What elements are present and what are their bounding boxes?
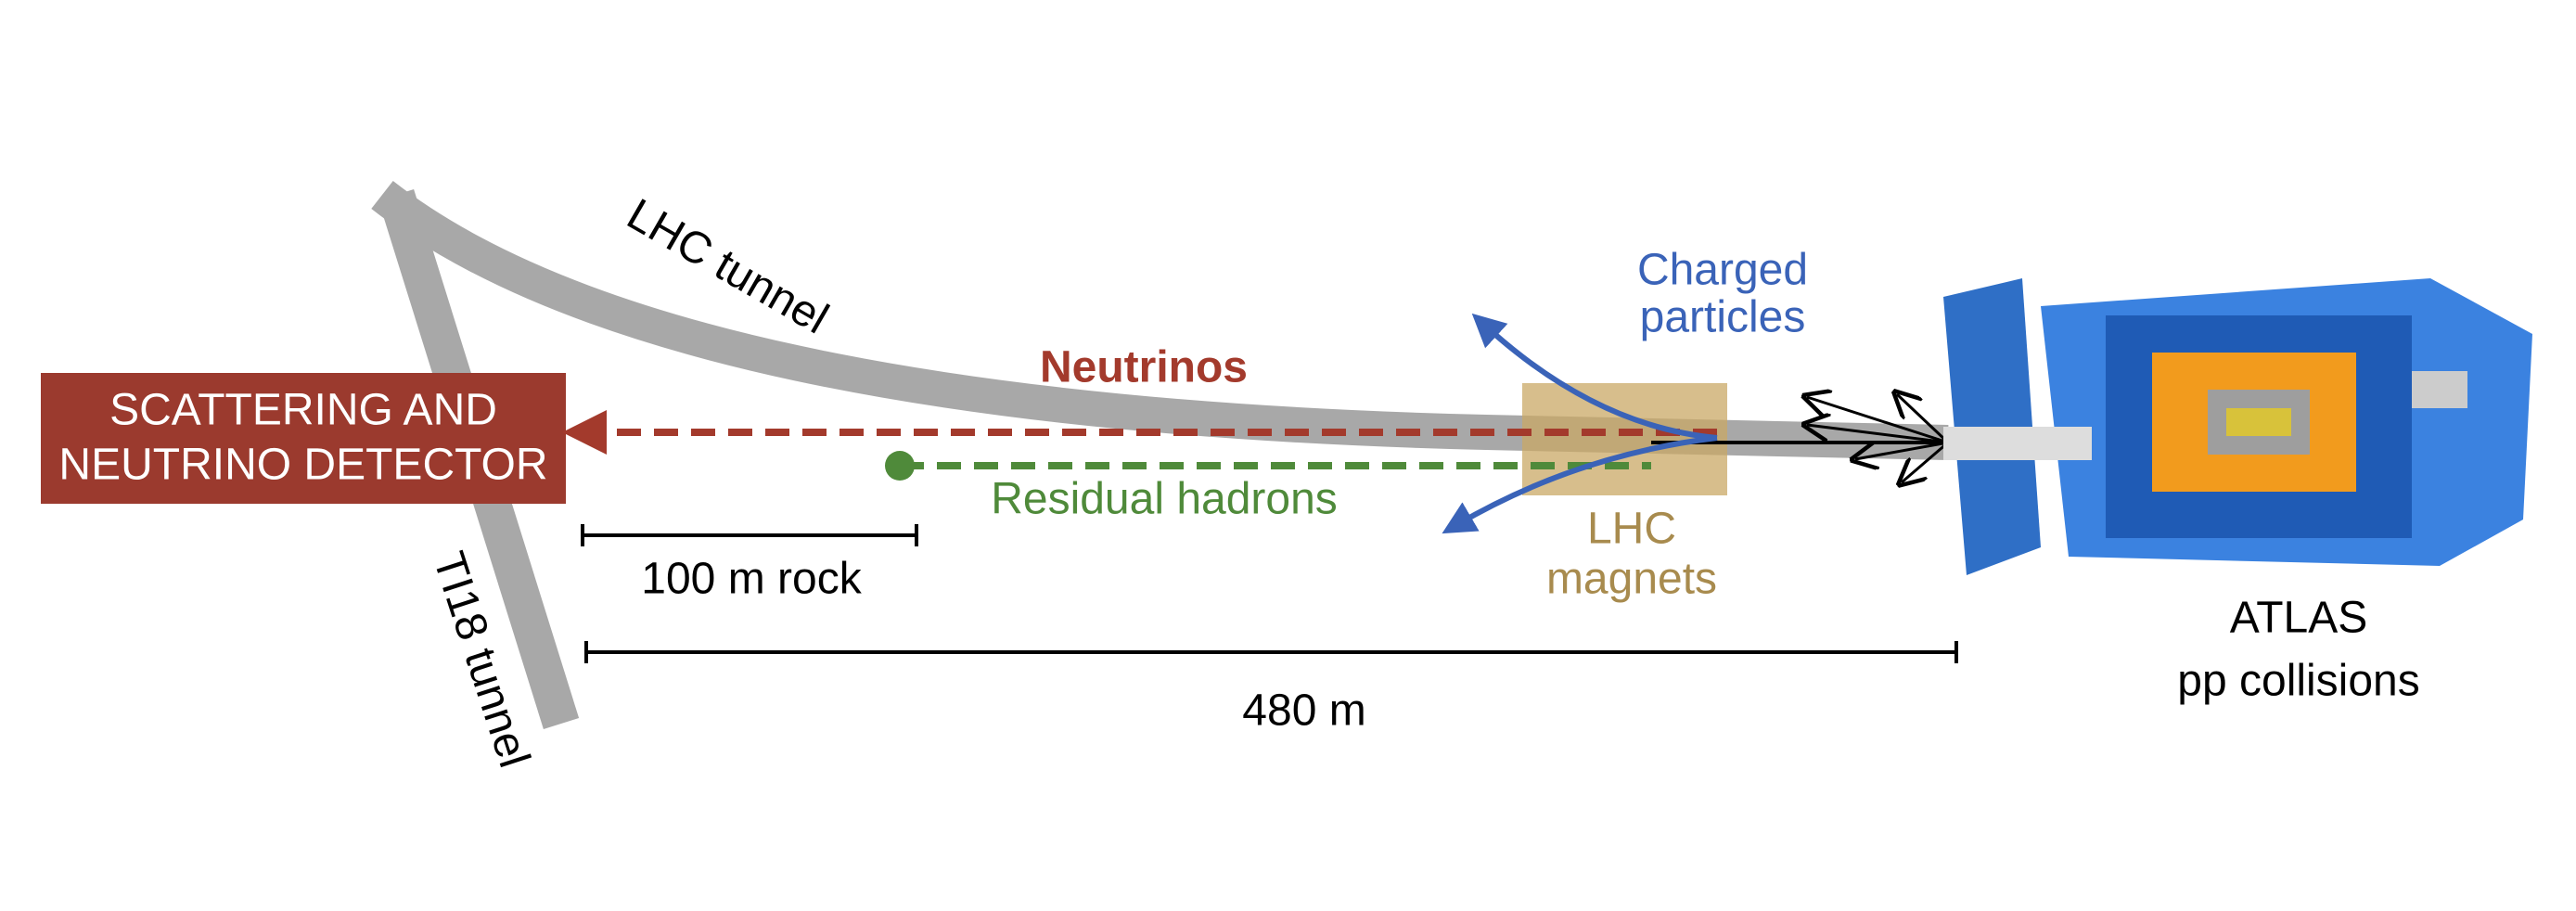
scale-bars bbox=[581, 524, 1958, 663]
magnets-label: magnets bbox=[1546, 555, 1717, 604]
detector-label: NEUTRINO DETECTOR bbox=[58, 441, 547, 490]
distance-scale-label: 480 m bbox=[1242, 686, 1365, 736]
atlas-label: ATLAS bbox=[2230, 594, 2368, 643]
atlas-detector bbox=[1943, 278, 2532, 575]
collision-arrows bbox=[1807, 394, 1950, 482]
hadron-stop bbox=[885, 451, 915, 481]
atlas-label: pp collisions bbox=[2177, 657, 2419, 706]
detector-label: SCATTERING AND bbox=[109, 386, 497, 435]
charged-particle bbox=[1471, 313, 1718, 441]
magnets-label: LHC bbox=[1587, 505, 1676, 554]
detector-box bbox=[41, 373, 566, 504]
lhc-tunnel bbox=[371, 181, 1949, 460]
rock-scale-label: 100 m rock bbox=[641, 555, 862, 604]
charged-particle bbox=[1442, 435, 1718, 534]
hadrons-label: Residual hadrons bbox=[991, 475, 1338, 524]
charged-label: particles bbox=[1640, 293, 1806, 342]
neutrinos-label: Neutrinos bbox=[1040, 343, 1248, 392]
charged-label: Charged bbox=[1637, 246, 1808, 295]
